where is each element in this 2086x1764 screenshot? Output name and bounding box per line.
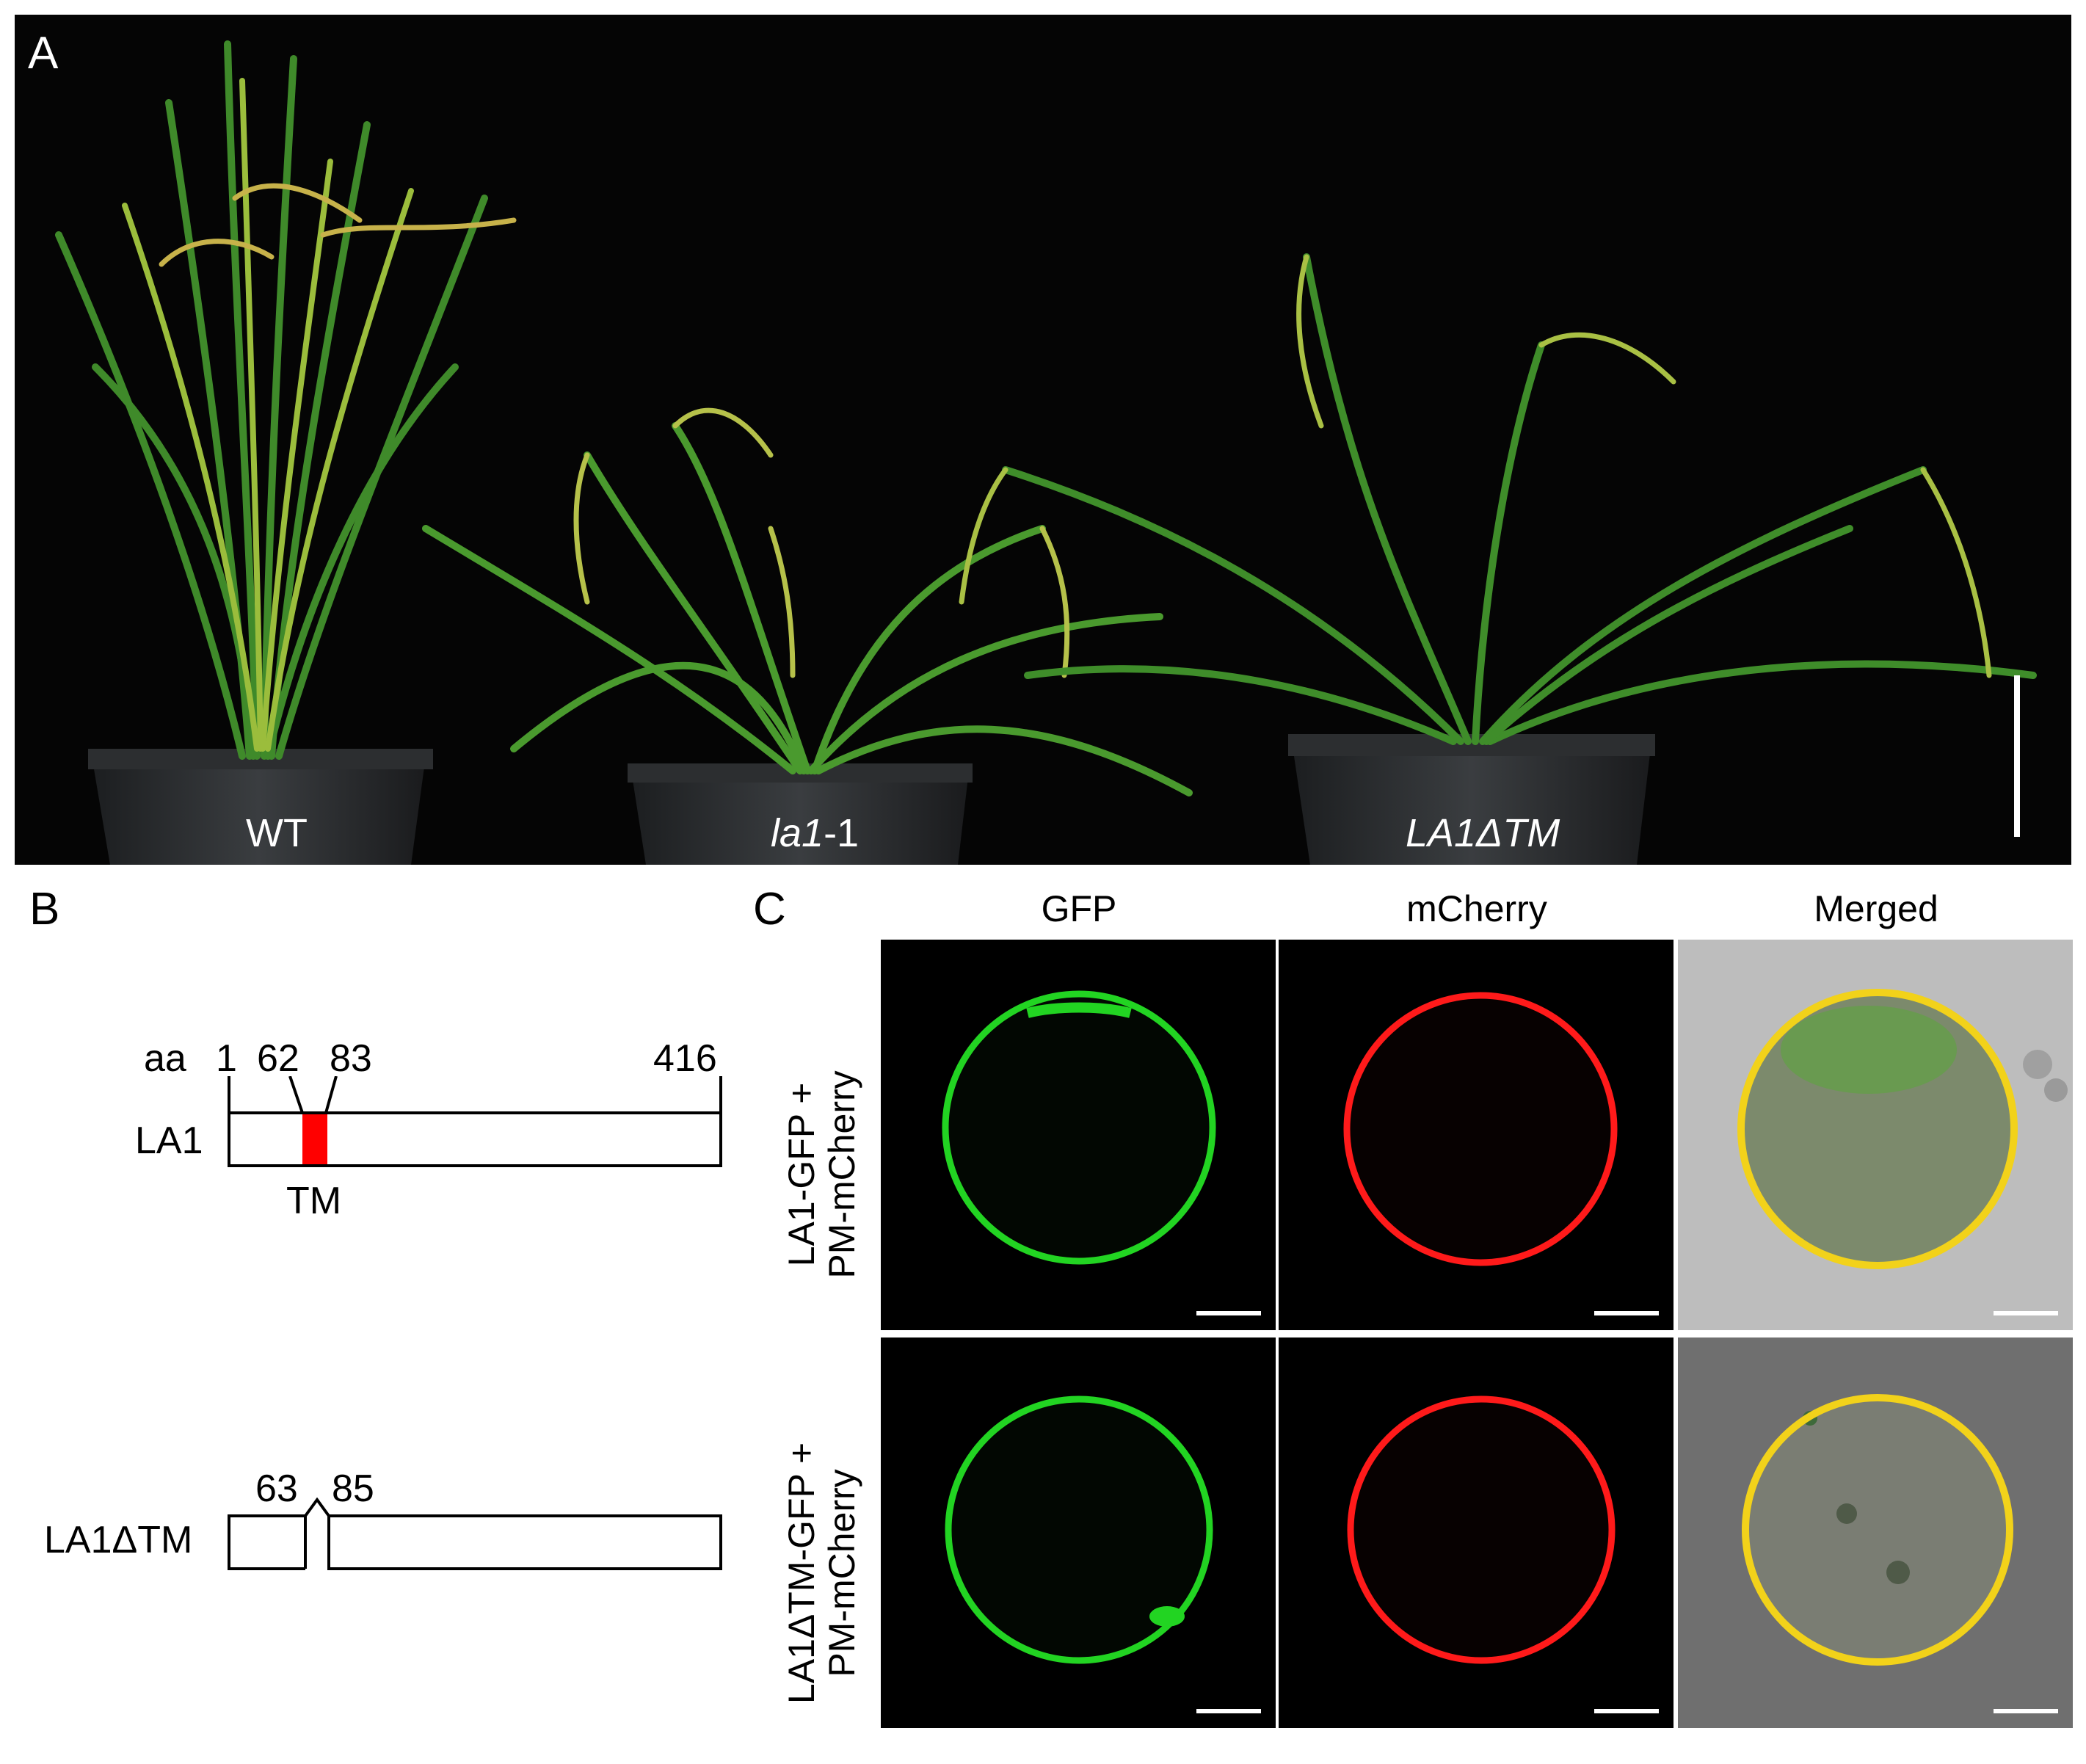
tick-83 xyxy=(324,1076,338,1114)
column-title-merged: Merged xyxy=(1814,888,1938,929)
la1-diagram-label: LA1 xyxy=(135,1119,203,1162)
tm-domain xyxy=(302,1114,327,1164)
column-title-gfp: GFP xyxy=(1041,888,1117,929)
scale-bar xyxy=(1196,1709,1261,1713)
image-la1dtm-mcherry xyxy=(1279,1337,1673,1728)
position-label-416: 416 xyxy=(653,1037,717,1080)
position-label-63: 63 xyxy=(255,1467,298,1510)
plant-la1dtm xyxy=(959,253,2037,745)
image-la1-gfp xyxy=(881,940,1276,1330)
la1dtm-diagram-label: LA1ΔTM xyxy=(44,1519,193,1561)
la1dtm-protein-diagram xyxy=(228,1498,722,1570)
plant-label-wt: WT xyxy=(246,811,308,855)
pot-la1-1 xyxy=(628,763,973,865)
deletion-caret xyxy=(304,1498,330,1517)
pot-la1dtm xyxy=(1288,734,1655,865)
plant-la1-1 xyxy=(422,407,1193,796)
image-la1-merged xyxy=(1678,940,2073,1330)
scale-bar xyxy=(1196,1311,1261,1315)
image-la1-mcherry xyxy=(1279,940,1673,1330)
image-la1dtm-gfp xyxy=(881,1337,1276,1728)
panel-letter-c: C xyxy=(753,884,786,934)
scale-bar xyxy=(1994,1709,2058,1713)
plant-label-la1-1: la1-1 xyxy=(771,813,859,853)
position-label-1: 1 xyxy=(216,1037,237,1080)
la1dtm-bar-left xyxy=(228,1514,307,1570)
row-label-la1dtm-gfp-line2: PM-mCherry xyxy=(821,1469,862,1677)
panel-letter-a: A xyxy=(28,28,59,79)
photo-scale-bar xyxy=(2014,675,2020,837)
row-label-la1-gfp-line2: PM-mCherry xyxy=(821,1070,862,1279)
scale-bar xyxy=(1594,1709,1659,1713)
row-label-la1-gfp-line1: LA1-GFP + xyxy=(781,1082,822,1267)
plant-photograph xyxy=(15,15,2071,865)
la1dtm-bar-right xyxy=(327,1514,722,1570)
image-la1dtm-merged xyxy=(1678,1337,2073,1728)
position-label-85: 85 xyxy=(332,1467,374,1510)
row-label-la1dtm-gfp: LA1ΔTM-GFP + PM-mCherry xyxy=(781,1382,862,1764)
column-title-mcherry: mCherry xyxy=(1406,888,1547,929)
position-label-62: 62 xyxy=(257,1037,299,1080)
scale-bar xyxy=(1994,1311,2058,1315)
panel-letter-b: B xyxy=(29,884,60,934)
plant-label-la1-italic: la1 xyxy=(771,811,824,855)
position-label-83: 83 xyxy=(330,1037,372,1080)
plant-label-la1dtm: LA1ΔTM xyxy=(1406,811,1560,855)
plant-wt xyxy=(55,40,517,760)
plant-label-la1-suffix: -1 xyxy=(824,811,860,855)
tick-62 xyxy=(288,1076,304,1114)
la1-protein-diagram xyxy=(228,1076,722,1167)
row-label-la1dtm-gfp-line1: LA1ΔTM-GFP + xyxy=(781,1442,822,1705)
row-label-la1-gfp: LA1-GFP + PM-mCherry xyxy=(781,984,862,1365)
scale-bar xyxy=(1594,1311,1659,1315)
pot-wt xyxy=(88,749,433,865)
tm-domain-label: TM xyxy=(286,1180,342,1222)
aa-prefix-label: aa xyxy=(144,1037,186,1080)
